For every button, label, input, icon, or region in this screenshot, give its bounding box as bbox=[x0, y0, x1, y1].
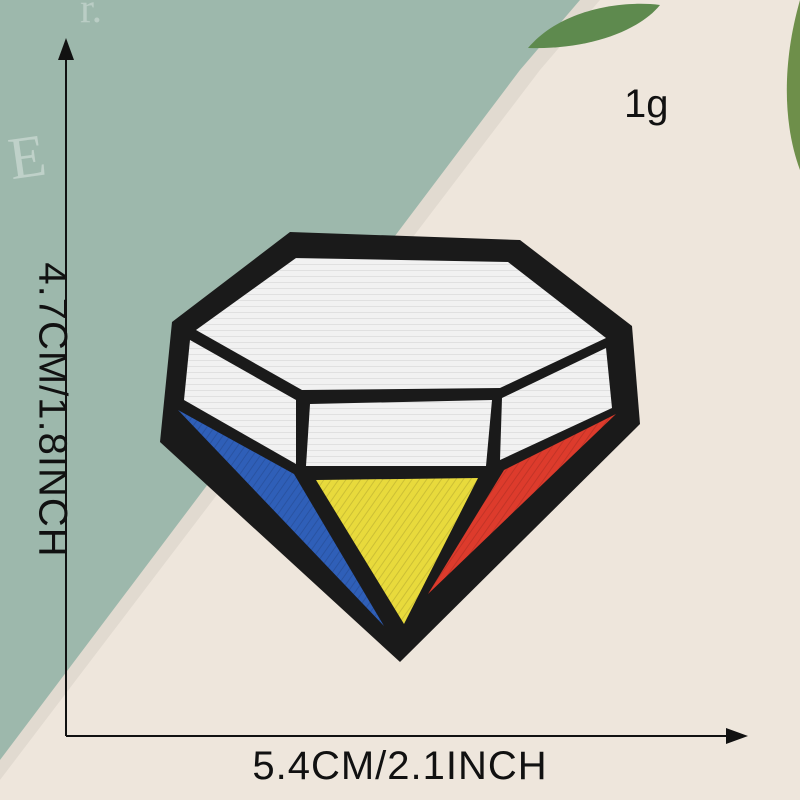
mint-paper-background bbox=[0, 0, 580, 760]
height-dimension-label: 4.7CM/1.8INCH bbox=[30, 262, 75, 558]
weight-label: 1g bbox=[624, 82, 669, 126]
width-dimension-label: 5.4CM/2.1INCH bbox=[252, 744, 548, 788]
width-dimension-arrow bbox=[66, 728, 748, 744]
plant-leaf bbox=[786, 0, 800, 170]
paper-lettering: E bbox=[4, 122, 49, 192]
height-dimension-arrow bbox=[58, 38, 74, 736]
paper-lettering-top: r. bbox=[80, 0, 102, 32]
plant-leaf bbox=[528, 3, 660, 49]
diamond-patch bbox=[160, 232, 640, 662]
